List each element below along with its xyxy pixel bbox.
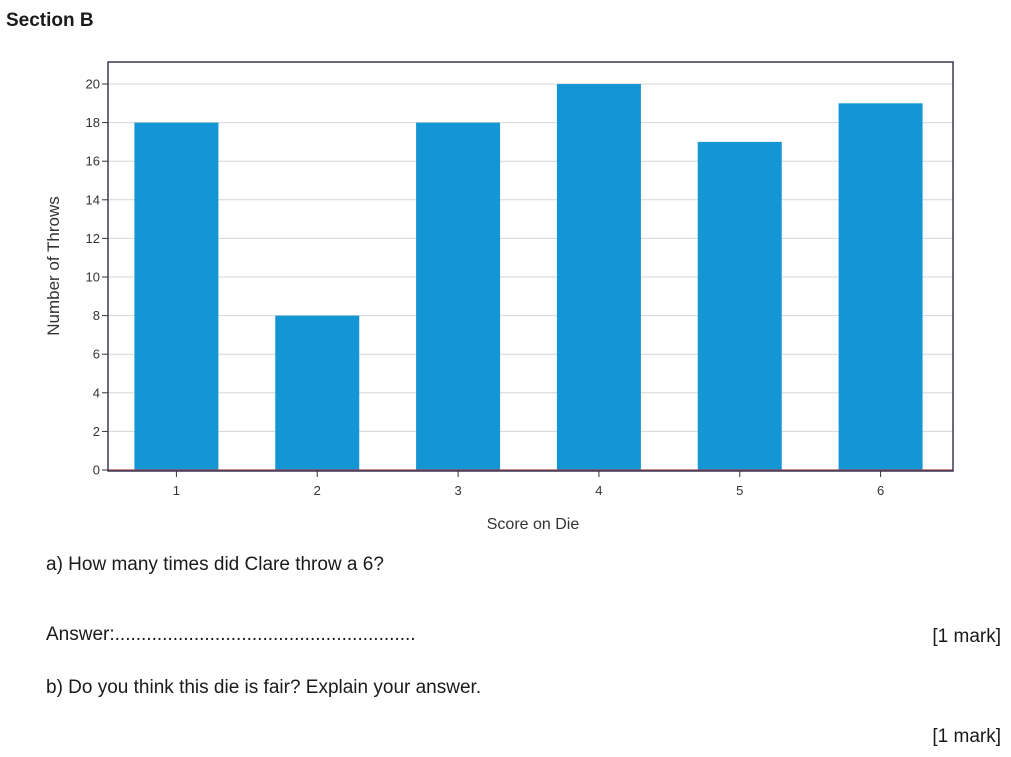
x-tick-label: 4 [595,483,602,498]
y-axis-label: Number of Throws [44,196,63,336]
bar-3 [416,122,501,470]
y-tick-label: 16 [86,154,100,169]
y-tick-label: 10 [86,270,100,285]
x-axis-label: Score on Die [487,516,580,533]
question-b-marks: [1 mark] [932,726,1001,747]
y-tick-label: 14 [86,192,100,207]
question-a-marks: [1 mark] [932,626,1001,647]
y-axis-ticks: 0 2 4 6 8 10 12 14 16 18 20 [86,77,108,478]
y-tick-label: 12 [86,231,100,246]
x-tick-label: 1 [173,483,180,498]
y-tick-label: 8 [93,308,100,323]
answer-line: Answer:.................................… [46,624,416,645]
section-title: Section B [6,10,94,31]
bars [108,84,953,471]
gridlines [108,83,953,432]
y-tick-label: 6 [93,347,100,362]
y-tick-label: 4 [93,385,100,400]
x-tick-label: 5 [736,483,743,498]
question-a: a) How many times did Clare throw a 6? [46,554,384,575]
plot-frame [107,61,954,472]
bar-5 [697,141,782,470]
y-tick-label: 18 [86,115,100,130]
y-tick-label: 0 [93,463,100,478]
y-tick-label: 20 [86,77,100,92]
x-axis-ticks: 1 2 3 4 5 6 [173,471,884,498]
bar-2 [275,315,360,470]
question-b: b) Do you think this die is fair? Explai… [46,677,482,698]
bar-1 [134,122,219,470]
y-tick-label: 2 [93,424,100,439]
bar-4 [556,84,641,470]
x-tick-label: 3 [454,483,461,498]
x-tick-label: 2 [314,483,321,498]
bar-6 [838,103,923,471]
x-tick-label: 6 [877,483,884,498]
